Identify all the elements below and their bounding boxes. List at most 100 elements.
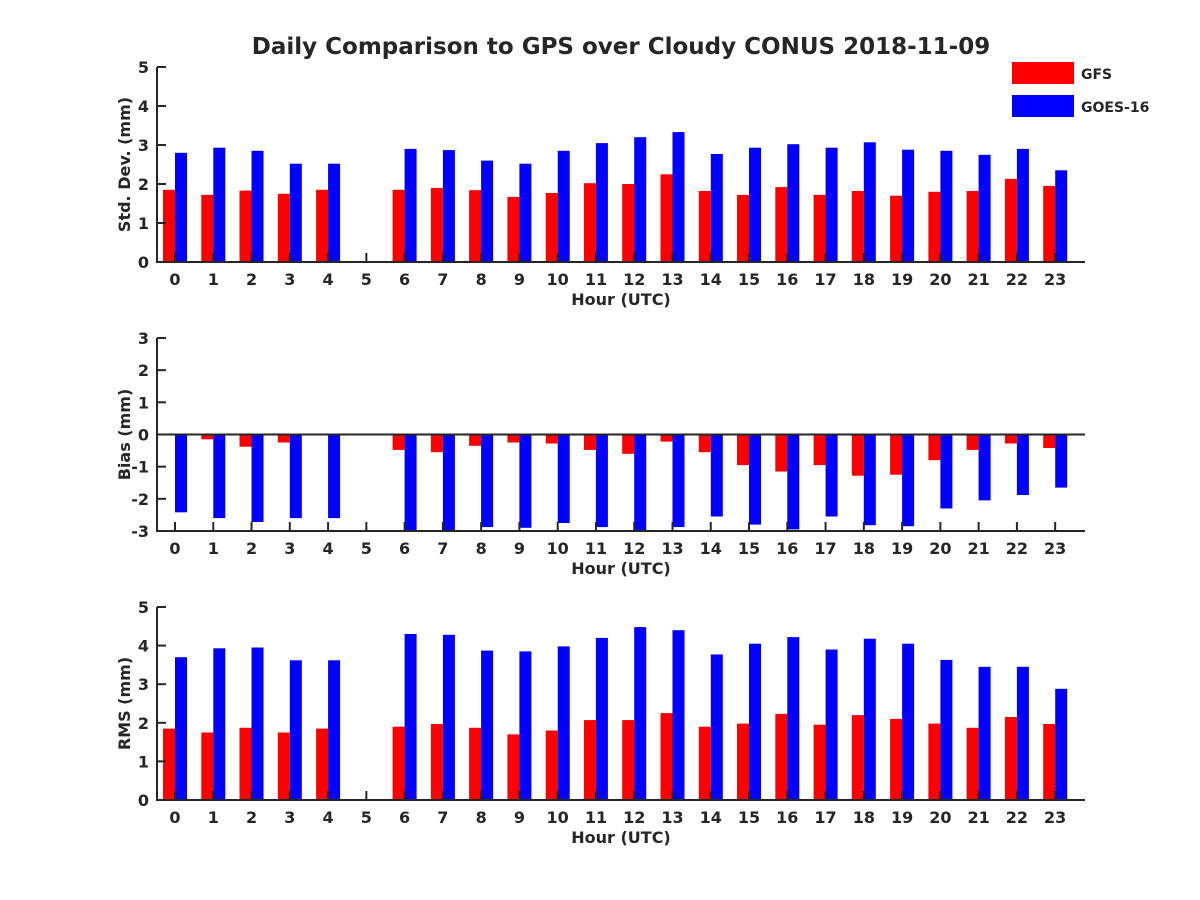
bar-stddev-goes16-6 xyxy=(404,148,417,262)
bar-rms-gfs-2 xyxy=(239,727,252,800)
bar-bias-goes16-19 xyxy=(902,434,915,527)
x-tick-label: 16 xyxy=(776,270,798,289)
bar-bias-goes16-17 xyxy=(825,434,838,517)
bar-bias-gfs-23 xyxy=(1043,434,1056,448)
x-tick-label: 2 xyxy=(246,539,257,558)
bar-bias-goes16-9 xyxy=(519,434,532,528)
bar-rms-goes16-8 xyxy=(481,650,494,800)
y-tick-label: -3 xyxy=(131,522,149,541)
bar-rms-goes16-2 xyxy=(251,647,264,800)
bar-rms-goes16-20 xyxy=(940,659,953,800)
bar-bias-gfs-7 xyxy=(430,434,443,453)
x-tick-label: 6 xyxy=(399,808,410,827)
bar-bias-gfs-20 xyxy=(928,434,941,461)
bar-stddev-gfs-10 xyxy=(545,193,558,262)
bar-bias-goes16-23 xyxy=(1055,434,1068,488)
x-tick-label: 5 xyxy=(361,539,372,558)
x-tick-label: 11 xyxy=(585,270,607,289)
bar-stddev-goes16-7 xyxy=(442,150,455,262)
y-tick-label: -2 xyxy=(131,490,149,509)
x-tick-label: 12 xyxy=(623,808,645,827)
x-tick-label: 12 xyxy=(623,539,645,558)
x-tick-label: 8 xyxy=(476,539,487,558)
bar-stddev-gfs-16 xyxy=(775,187,788,262)
x-tick-label: 20 xyxy=(929,808,951,827)
bar-stddev-goes16-9 xyxy=(519,163,532,262)
y-tick-label: 1 xyxy=(138,752,149,771)
bar-stddev-gfs-12 xyxy=(622,184,635,262)
bar-bias-goes16-15 xyxy=(749,434,761,525)
bar-rms-gfs-16 xyxy=(775,713,788,800)
x-tick-label: 1 xyxy=(208,539,219,558)
bar-stddev-goes16-1 xyxy=(213,147,226,262)
x-tick-label: 7 xyxy=(437,808,448,827)
bar-stddev-gfs-15 xyxy=(737,194,749,262)
bar-stddev-gfs-6 xyxy=(392,189,405,262)
bar-rms-gfs-23 xyxy=(1043,724,1056,800)
y-tick-label: 3 xyxy=(138,329,149,348)
bar-rms-gfs-8 xyxy=(469,727,482,800)
bar-bias-goes16-3 xyxy=(289,434,302,519)
legend-swatch-goes16 xyxy=(1012,95,1074,117)
bar-bias-goes16-18 xyxy=(863,434,876,526)
bar-stddev-gfs-7 xyxy=(430,187,443,262)
x-tick-label: 10 xyxy=(547,270,569,289)
x-tick-label: 15 xyxy=(738,808,760,827)
bar-bias-gfs-13 xyxy=(660,434,673,442)
bar-bias-goes16-13 xyxy=(672,434,685,528)
bar-bias-gfs-12 xyxy=(622,434,635,454)
bar-bias-goes16-14 xyxy=(710,434,723,517)
bar-bias-gfs-10 xyxy=(545,434,558,444)
bar-stddev-goes16-14 xyxy=(710,154,723,262)
bar-bias-gfs-2 xyxy=(239,434,252,447)
x-tick-label: 6 xyxy=(399,270,410,289)
x-tick-label: 9 xyxy=(514,808,525,827)
bar-rms-gfs-11 xyxy=(583,720,596,800)
bar-bias-goes16-16 xyxy=(787,434,800,530)
bar-bias-gfs-3 xyxy=(277,434,290,443)
bar-bias-goes16-7 xyxy=(442,434,455,531)
bar-stddev-gfs-11 xyxy=(583,183,596,262)
bar-bias-gfs-1 xyxy=(201,434,214,440)
x-tick-label: 18 xyxy=(853,539,875,558)
x-tick-label: 7 xyxy=(437,270,448,289)
x-tick-label: 0 xyxy=(169,539,180,558)
x-tick-label: 16 xyxy=(776,808,798,827)
bar-stddev-goes16-20 xyxy=(940,150,953,262)
bar-rms-goes16-4 xyxy=(328,660,341,800)
x-tick-label: 0 xyxy=(169,808,180,827)
bar-stddev-gfs-19 xyxy=(890,195,903,262)
bar-rms-goes16-0 xyxy=(175,657,187,800)
y-tick-label: 5 xyxy=(138,598,149,617)
bar-bias-goes16-6 xyxy=(404,434,417,531)
x-tick-label: 15 xyxy=(738,539,760,558)
x-axis-label: Hour (UTC) xyxy=(571,290,671,309)
y-tick-label: 1 xyxy=(138,393,149,412)
bar-bias-gfs-11 xyxy=(583,434,596,450)
bar-rms-goes16-15 xyxy=(749,643,761,800)
bar-bias-goes16-4 xyxy=(328,434,341,519)
bar-bias-goes16-0 xyxy=(175,434,187,513)
x-tick-label: 17 xyxy=(814,808,836,827)
bar-stddev-goes16-3 xyxy=(289,163,302,262)
x-tick-label: 11 xyxy=(585,808,607,827)
bar-rms-gfs-19 xyxy=(890,718,903,800)
y-axis-label: RMS (mm) xyxy=(115,657,134,750)
bar-stddev-goes16-22 xyxy=(1016,148,1029,262)
x-axis-label: Hour (UTC) xyxy=(571,559,671,578)
bar-rms-goes16-19 xyxy=(902,643,915,800)
y-tick-label: 1 xyxy=(138,214,149,233)
bar-bias-gfs-9 xyxy=(507,434,520,443)
bar-stddev-gfs-4 xyxy=(316,189,329,262)
bar-stddev-gfs-22 xyxy=(1004,178,1017,262)
bar-stddev-gfs-17 xyxy=(813,194,826,262)
x-tick-label: 20 xyxy=(929,539,951,558)
y-tick-label: 2 xyxy=(138,175,149,194)
bar-rms-gfs-21 xyxy=(966,727,979,800)
x-tick-label: 21 xyxy=(967,270,989,289)
bar-stddev-goes16-17 xyxy=(825,147,838,262)
x-tick-label: 14 xyxy=(700,808,722,827)
bar-stddev-goes16-16 xyxy=(787,144,800,262)
